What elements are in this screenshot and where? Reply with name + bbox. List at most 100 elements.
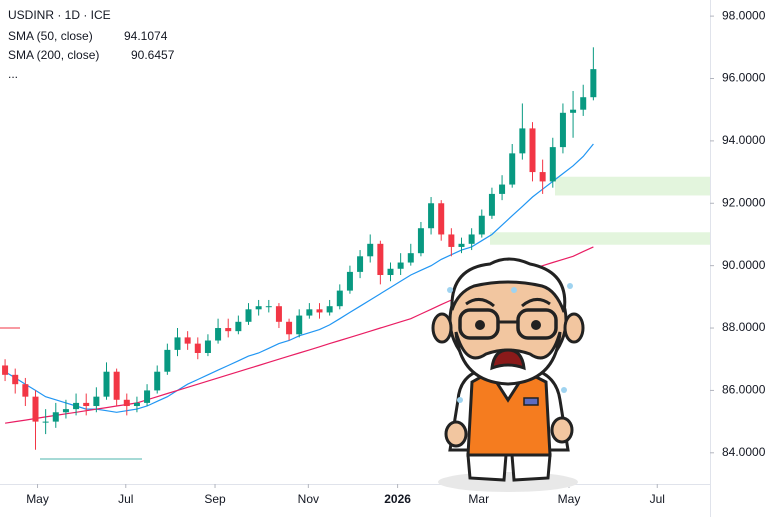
candle-body [32,396,39,422]
candle-body [235,321,242,332]
candle-body [316,309,323,313]
sweat [561,387,567,393]
candle-body [245,309,252,322]
ear [431,312,453,344]
zone [555,176,710,196]
candle-body [164,349,171,372]
candle-body [580,97,587,110]
candle-body [559,112,566,148]
candle-body [204,340,211,353]
candle-body [438,203,445,235]
candle-body [397,262,404,269]
candle-body [377,243,384,276]
x-tick-label: May [558,492,581,506]
candle-body [499,184,506,194]
x-tick-label: Jul [118,492,133,506]
candle-body [509,153,516,185]
candle-body [133,402,140,407]
candle-body [326,306,333,313]
candle-body [286,321,293,335]
candle-body [184,337,191,344]
y-tick-label: 92.0000 [722,195,766,209]
candle-body [488,193,495,216]
shadow [438,472,578,492]
candle-body [468,234,475,244]
candle-body [113,371,120,400]
plot-area [0,47,710,460]
candle-body [225,328,232,332]
candle-body [417,228,424,254]
pen [523,397,539,406]
candle-body [52,412,59,422]
y-tick-label: 88.0000 [722,320,766,334]
chart-title: USDINR · 1D · ICE [8,8,111,22]
glasses [516,308,558,340]
candle-body [336,290,343,307]
candle-body [590,69,597,98]
x-tick-label: 2026 [384,492,411,506]
zone [490,232,710,245]
candle-body [103,371,110,397]
candle-body [346,271,353,291]
eye [475,320,485,330]
candle-body [83,402,90,407]
candle-body [448,234,455,247]
candle-body [62,409,69,413]
candle-body [519,128,526,154]
brows [465,298,551,308]
candle-body [42,421,49,423]
x-tick-label: May [26,492,49,506]
y-tick-label: 90.0000 [722,258,766,272]
candle-body [174,337,181,350]
candle-body [12,374,19,385]
hair [450,257,567,313]
legend-label: SMA (200, close) [8,48,99,62]
legend-label: SMA (50, close) [8,29,93,43]
ear [563,312,585,344]
candle-body [478,215,485,235]
candle-body [93,396,100,407]
glasses [458,308,500,340]
candle-body [529,128,536,173]
eye [531,320,541,330]
candle-body [22,384,29,397]
candle-body [367,243,374,257]
candle-body [458,243,465,247]
x-tick-label: Sep [204,492,226,506]
candle-body [549,147,556,182]
sweat [511,287,517,293]
candle-body [2,365,9,375]
candle-body [539,172,546,182]
candle-body [154,371,161,391]
candle-body [306,309,313,316]
legend-value: 94.1074 [124,29,168,43]
candle-body [144,390,151,403]
x-tick-label: Jul [650,492,665,506]
hand [444,420,468,448]
dhoti [466,453,552,482]
candle-body [357,256,364,272]
candle-body [73,402,80,410]
y-tick-label: 94.0000 [722,133,766,147]
y-tick-label: 96.0000 [722,71,766,85]
candle-body [265,306,272,308]
x-tick-label: Mar [468,492,489,506]
hand [550,416,574,444]
legend-more: ... [8,67,18,81]
sweat [447,287,453,293]
candle-body [275,306,282,322]
y-tick-label: 98.0000 [722,8,766,22]
candle-body [123,399,130,407]
sweat [457,397,463,403]
legend-value: 90.6457 [131,48,175,62]
mouth [490,348,526,371]
candle-body [255,306,262,310]
cartoon [431,257,585,492]
candle-body [387,268,394,276]
candle-body [407,253,414,263]
candle-body [428,203,435,229]
candle-body [296,315,303,335]
candle-body [570,109,577,113]
